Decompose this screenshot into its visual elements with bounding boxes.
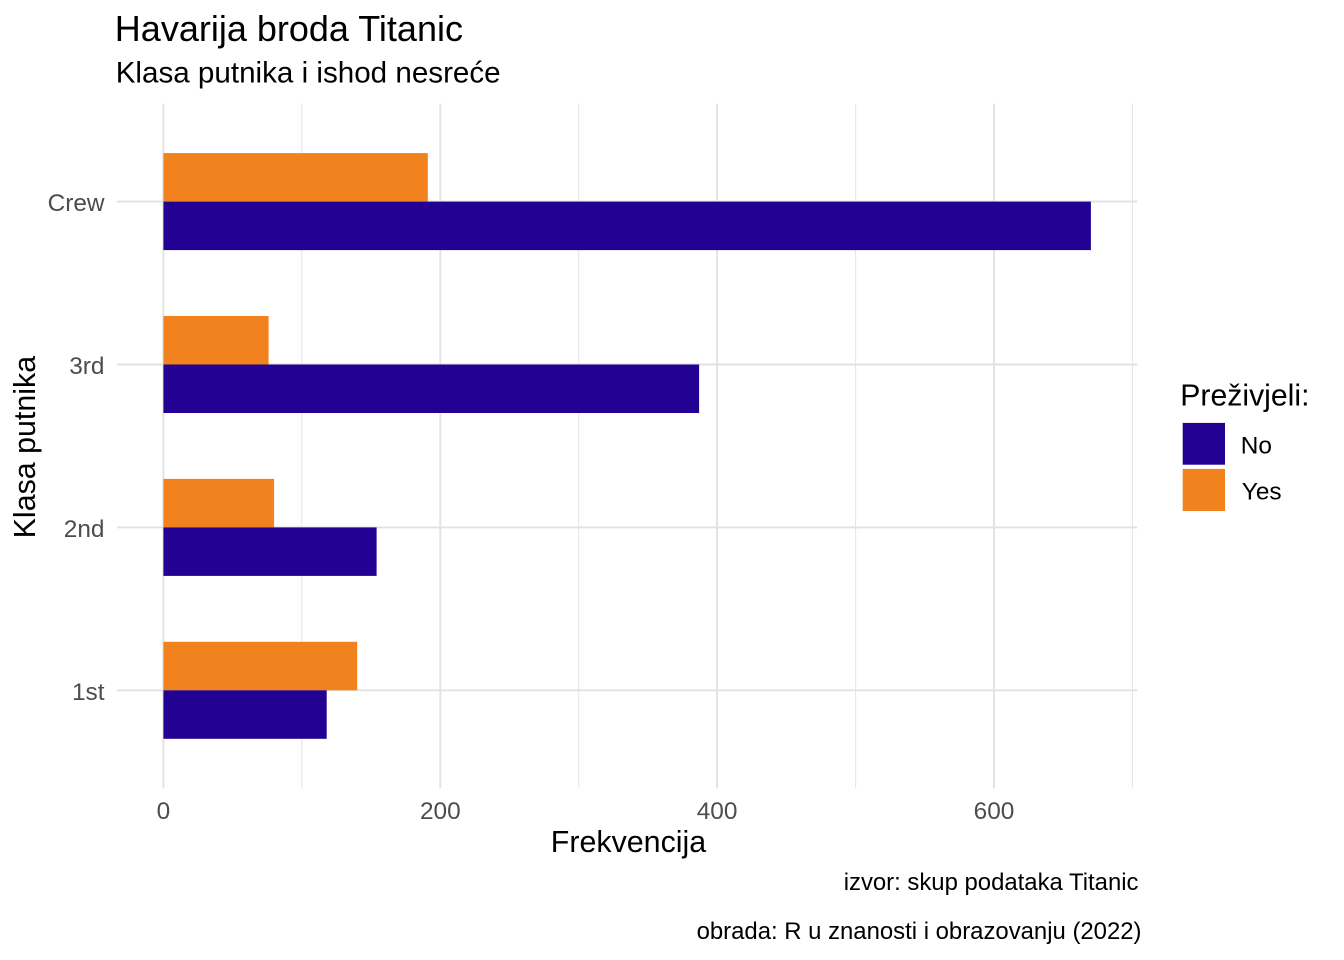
svg-text:400: 400 bbox=[697, 798, 738, 825]
svg-text:No: No bbox=[1241, 432, 1272, 459]
svg-text:200: 200 bbox=[420, 798, 461, 825]
svg-text:Frekvencija: Frekvencija bbox=[551, 825, 706, 859]
svg-text:Yes: Yes bbox=[1242, 478, 1282, 505]
svg-text:3rd: 3rd bbox=[69, 353, 104, 380]
svg-text:Preživjeli:: Preživjeli: bbox=[1180, 379, 1309, 412]
svg-text:600: 600 bbox=[974, 798, 1015, 825]
svg-text:Klasa putnika i ishod nesreće: Klasa putnika i ishod nesreće bbox=[116, 57, 501, 90]
svg-text:obrada: R u znanosti i obrazov: obrada: R u znanosti i obrazovanju (2022… bbox=[697, 918, 1142, 945]
svg-text:izvor: skup podataka Titanic: izvor: skup podataka Titanic bbox=[844, 869, 1139, 896]
svg-text:Klasa putnika: Klasa putnika bbox=[8, 356, 42, 539]
svg-text:0: 0 bbox=[157, 798, 171, 825]
svg-text:Crew: Crew bbox=[48, 190, 105, 217]
svg-text:Havarija broda Titanic: Havarija broda Titanic bbox=[115, 8, 463, 49]
svg-text:1st: 1st bbox=[72, 679, 105, 706]
svg-text:2nd: 2nd bbox=[64, 516, 105, 543]
